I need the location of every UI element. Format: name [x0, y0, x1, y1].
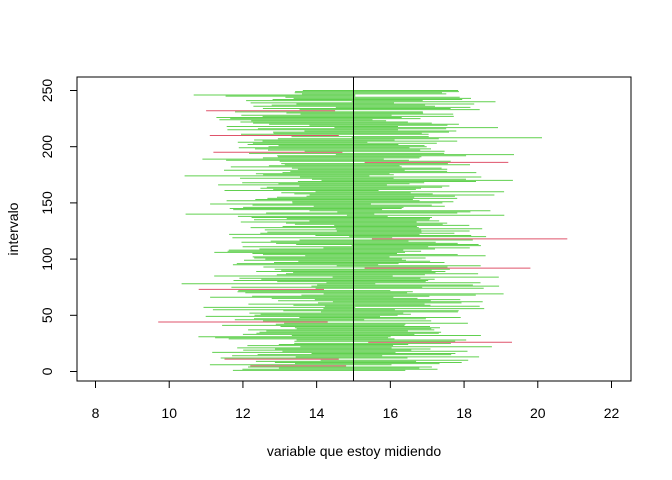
y-tick-label: 50 — [39, 307, 55, 323]
interval-series — [158, 90, 568, 371]
x-axis: 8 10 12 14 16 18 20 22 — [92, 380, 620, 421]
y-tick-label: 200 — [39, 135, 55, 159]
y-tick-label: 0 — [39, 367, 55, 375]
x-tick-label: 16 — [383, 405, 399, 421]
x-axis-title: variable que estoy midiendo — [267, 443, 442, 459]
y-tick-label: 150 — [39, 191, 55, 215]
x-tick-label: 8 — [92, 405, 100, 421]
y-axis: 0 50 100 150 200 250 — [39, 79, 78, 375]
x-tick-label: 18 — [456, 405, 472, 421]
y-axis-title: intervalo — [5, 202, 21, 255]
y-tick-label: 250 — [39, 79, 55, 103]
y-tick-label: 100 — [39, 247, 55, 271]
x-tick-label: 10 — [161, 405, 177, 421]
x-tick-label: 22 — [604, 405, 620, 421]
x-tick-label: 20 — [530, 405, 546, 421]
x-tick-label: 12 — [235, 405, 251, 421]
x-tick-label: 14 — [309, 405, 325, 421]
